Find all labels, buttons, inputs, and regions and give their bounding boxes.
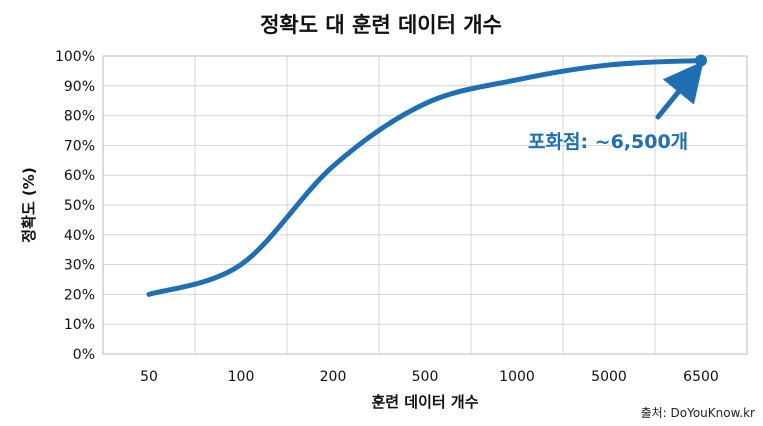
y-tick-label: 60% (64, 168, 95, 184)
x-tick-label: 100 (228, 369, 255, 385)
y-tick-label: 30% (64, 258, 95, 274)
y-tick-label: 10% (64, 317, 95, 333)
data-points (695, 54, 707, 67)
chart-title: 정확도 대 훈련 데이터 개수 (260, 13, 502, 37)
x-tick-label: 500 (412, 369, 439, 385)
series-line (146, 57, 704, 297)
saturation-annotation: 포화점: ~6,500개 (528, 131, 688, 153)
x-tick-label: 6500 (683, 369, 719, 385)
y-tick-label: 70% (64, 138, 95, 154)
x-tick-label: 50 (140, 369, 158, 385)
grid (103, 55, 747, 355)
y-tick-label: 0% (73, 347, 95, 363)
x-tick-label: 200 (320, 369, 347, 385)
x-axis-ticks: 50 100 200 500 1000 5000 6500 (140, 369, 719, 385)
plot-frame (102, 55, 748, 355)
saturation-point (695, 54, 707, 67)
x-tick-label: 5000 (591, 369, 627, 385)
source-credit: 출처: DoYouKnow.kr (641, 406, 755, 420)
y-tick-label: 80% (64, 109, 95, 125)
y-tick-label: 50% (64, 198, 95, 214)
y-tick-label: 100% (55, 49, 95, 65)
y-tick-label: 40% (64, 228, 95, 244)
y-axis-label: 정확도 (%) (20, 167, 38, 242)
x-tick-label: 1000 (499, 369, 535, 385)
y-tick-label: 90% (64, 79, 95, 95)
x-axis-label: 훈련 데이터 개수 (371, 393, 478, 411)
y-tick-label: 20% (64, 287, 95, 303)
annotation-arrow (655, 60, 704, 120)
y-axis-ticks: 0% 10% 20% 30% 40% 50% 60% 70% 80% 90% 100% (55, 49, 95, 363)
